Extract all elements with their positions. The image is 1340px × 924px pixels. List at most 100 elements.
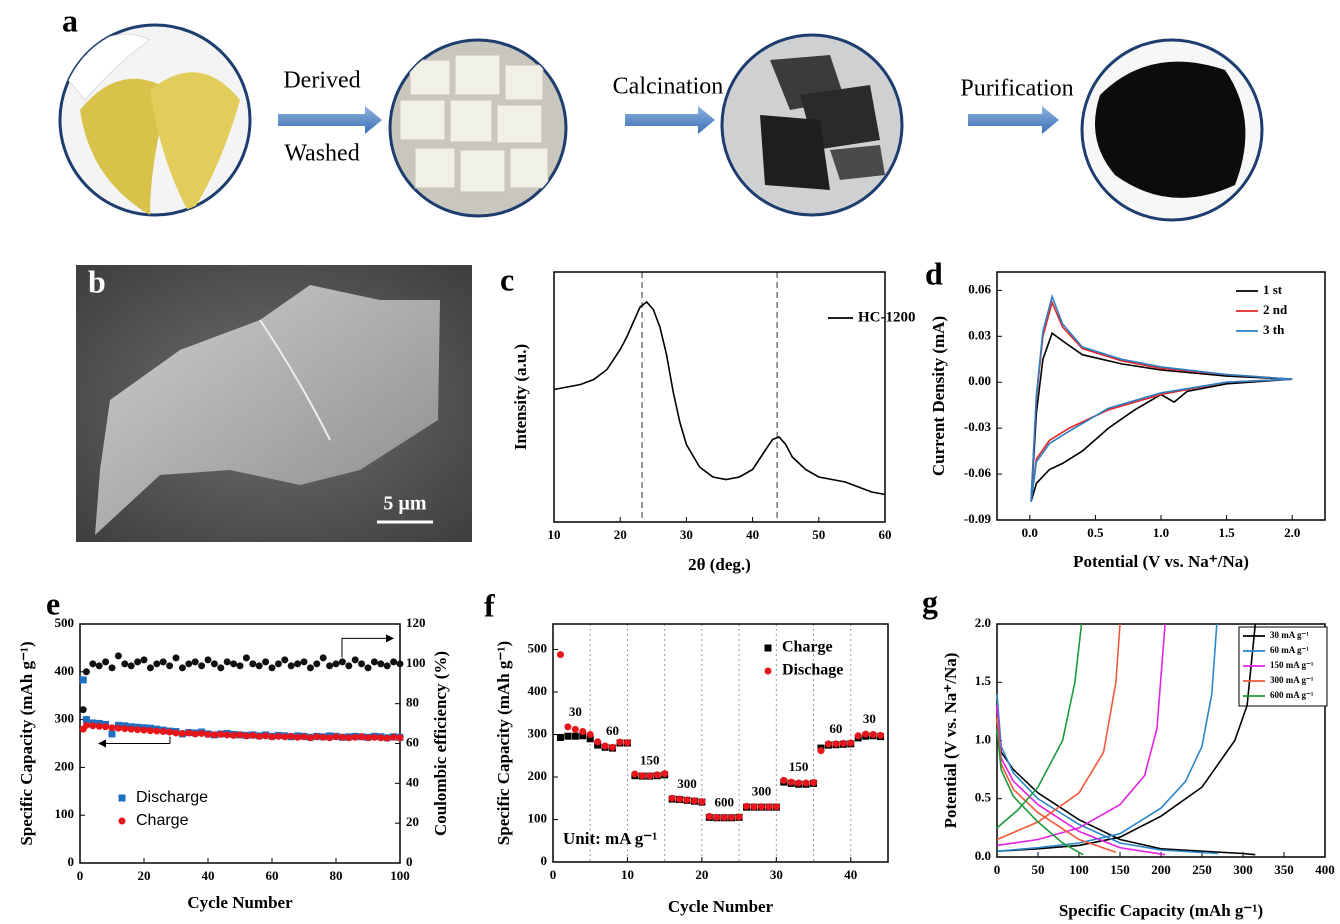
data-point <box>609 744 616 751</box>
data-point <box>128 726 135 733</box>
data-point <box>141 727 148 734</box>
x-tick-label: 2.0 <box>1284 525 1300 540</box>
data-point <box>185 660 192 667</box>
x-tick-label: 200 <box>1151 862 1171 877</box>
photo-cubes <box>390 40 566 216</box>
data-point <box>654 771 661 778</box>
legend-label: Charge <box>136 812 189 829</box>
data-point <box>294 734 301 741</box>
x-tick-label: 350 <box>1274 862 1294 877</box>
data-point <box>390 734 397 741</box>
data-line <box>1031 297 1292 502</box>
data-point <box>572 726 579 733</box>
panel-letter: b <box>88 263 106 299</box>
data-point <box>307 734 314 741</box>
scale-bar-label: 5 µm <box>383 493 427 515</box>
data-point <box>631 771 638 778</box>
data-point <box>594 738 601 745</box>
data-point <box>691 797 698 804</box>
x-tick-label: 50 <box>1032 862 1045 877</box>
rate-label: 300 <box>677 776 697 791</box>
data-point <box>661 770 668 777</box>
data-point <box>269 733 276 740</box>
y-tick-label: 400 <box>55 663 75 678</box>
rate-label: 150 <box>640 753 660 768</box>
data-point <box>371 658 378 665</box>
y-tick-label: -0.09 <box>964 511 992 526</box>
data-point <box>294 660 301 667</box>
data-point <box>721 814 728 821</box>
data-point <box>211 660 218 667</box>
step-label: Calcination <box>613 74 724 100</box>
x-tick-label: 1.0 <box>1153 525 1169 540</box>
x-tick-label: 10 <box>621 867 634 882</box>
data-point <box>736 813 743 820</box>
data-point <box>166 662 173 669</box>
data-point <box>115 652 122 659</box>
data-point <box>825 740 832 747</box>
rate-label: 30 <box>569 704 582 719</box>
y-tick-label: -0.03 <box>964 419 992 434</box>
x-tick-label: 0 <box>994 862 1001 877</box>
rate-label: 600 <box>714 794 734 809</box>
rate-label: 30 <box>863 711 876 726</box>
data-point <box>758 803 765 810</box>
y-tick-label: 0.03 <box>968 327 991 342</box>
x-tick-label: 400 <box>1315 862 1335 877</box>
data-point <box>345 662 352 669</box>
data-point <box>713 814 720 821</box>
y-tick-label: 300 <box>528 725 548 740</box>
data-point <box>179 730 186 737</box>
data-point <box>96 723 103 730</box>
annotation: Unit: mA g⁻¹ <box>563 829 657 848</box>
photo-peel <box>60 25 250 215</box>
data-point <box>397 734 404 741</box>
legend-swatch <box>119 795 126 802</box>
y2-tick-label: 80 <box>406 695 419 710</box>
data-point <box>557 734 564 741</box>
data-point <box>301 733 308 740</box>
data-point <box>109 724 116 731</box>
data-point <box>320 734 327 741</box>
panel-letter: f <box>484 587 495 623</box>
legend-label: 3 th <box>1263 322 1285 337</box>
data-point <box>564 733 571 740</box>
y-axis-label: Current Density (mA) <box>929 316 948 476</box>
y-tick-label: 0.5 <box>975 790 992 805</box>
data-point <box>237 662 244 669</box>
data-point <box>397 660 404 667</box>
data-point <box>780 777 787 784</box>
legend-label: 2 nd <box>1263 302 1288 317</box>
x-tick-label: 250 <box>1192 862 1212 877</box>
data-point <box>249 732 256 739</box>
y-tick-label: 0.00 <box>968 373 991 388</box>
data-point <box>243 732 250 739</box>
data-point <box>198 662 205 669</box>
y-tick-label: 200 <box>528 768 548 783</box>
data-point <box>275 733 282 740</box>
data-point <box>134 726 141 733</box>
legend-label: HC-1200 <box>858 309 916 325</box>
y2-tick-label: 120 <box>406 615 426 630</box>
data-point <box>333 733 340 740</box>
data-point <box>230 660 237 667</box>
x-tick-label: 20 <box>614 527 627 542</box>
data-point <box>288 662 295 669</box>
y-tick-label: 2.0 <box>975 615 991 630</box>
x-tick-label: 20 <box>695 867 708 882</box>
data-point <box>262 732 269 739</box>
legend-label: Charge <box>782 639 833 656</box>
data-point <box>147 727 154 734</box>
data-point <box>217 731 224 738</box>
data-point <box>313 733 320 740</box>
y-tick-label: 0.06 <box>968 281 991 296</box>
data-point <box>390 658 397 665</box>
legend-swatch <box>765 645 772 652</box>
data-point <box>365 734 372 741</box>
rate-label: 60 <box>829 721 842 736</box>
data-point <box>102 658 109 665</box>
data-point <box>352 734 359 741</box>
rate-label: 300 <box>752 784 772 799</box>
y-tick-label: 500 <box>55 615 75 630</box>
data-line <box>554 302 885 495</box>
